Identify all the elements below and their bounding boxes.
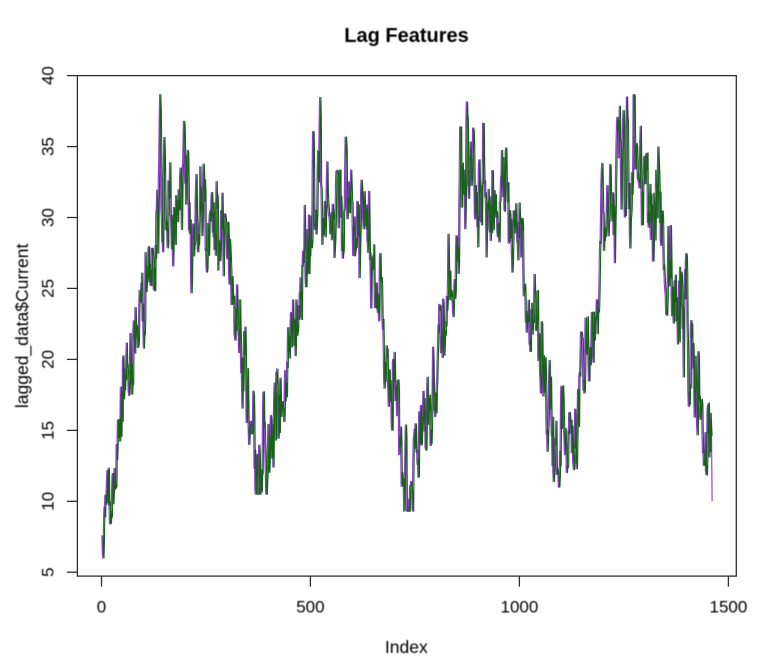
svg-text:Index: Index (385, 637, 428, 657)
svg-text:40: 40 (39, 66, 58, 85)
svg-text:20: 20 (39, 350, 58, 369)
svg-text:30: 30 (39, 208, 58, 227)
svg-text:35: 35 (39, 137, 58, 156)
svg-text:25: 25 (39, 279, 58, 298)
svg-text:15: 15 (39, 421, 58, 440)
svg-text:0: 0 (97, 598, 106, 617)
svg-text:1500: 1500 (709, 598, 747, 617)
svg-text:500: 500 (296, 598, 324, 617)
svg-text:1000: 1000 (500, 598, 538, 617)
svg-text:Lag Features: Lag Features (344, 25, 468, 47)
svg-text:10: 10 (39, 492, 58, 511)
svg-text:lagged_data$Current: lagged_data$Current (12, 244, 33, 409)
svg-text:5: 5 (39, 567, 58, 576)
